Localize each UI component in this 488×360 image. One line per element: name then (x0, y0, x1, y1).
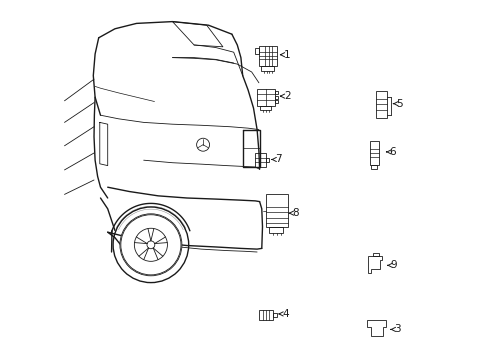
Bar (274, 100, 278, 103)
Bar (375, 91, 386, 118)
Bar (258, 310, 273, 320)
Text: 1: 1 (280, 50, 290, 60)
Text: 6: 6 (386, 147, 395, 157)
Bar (265, 194, 287, 227)
Bar (265, 158, 268, 162)
Bar (255, 153, 265, 167)
Text: 4: 4 (279, 309, 289, 319)
Bar (260, 66, 274, 71)
Bar (254, 48, 258, 54)
Bar (260, 106, 270, 110)
Bar (273, 313, 276, 317)
Text: 8: 8 (288, 208, 298, 218)
Bar (257, 89, 274, 106)
Bar (268, 227, 283, 233)
Bar (370, 165, 376, 169)
Text: 3: 3 (390, 324, 400, 334)
Bar (274, 96, 278, 99)
Bar (258, 46, 277, 66)
Text: 9: 9 (387, 260, 396, 270)
Bar (274, 91, 278, 94)
Text: 5: 5 (393, 99, 402, 109)
Text: 7: 7 (271, 154, 281, 165)
Circle shape (120, 214, 182, 276)
Bar (369, 141, 378, 165)
Bar (372, 253, 378, 256)
Text: 2: 2 (280, 91, 290, 101)
